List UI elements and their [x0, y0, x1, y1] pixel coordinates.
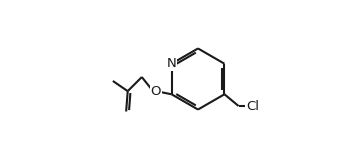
Text: O: O	[150, 85, 161, 98]
Text: Cl: Cl	[246, 100, 259, 112]
Text: N: N	[167, 57, 176, 70]
